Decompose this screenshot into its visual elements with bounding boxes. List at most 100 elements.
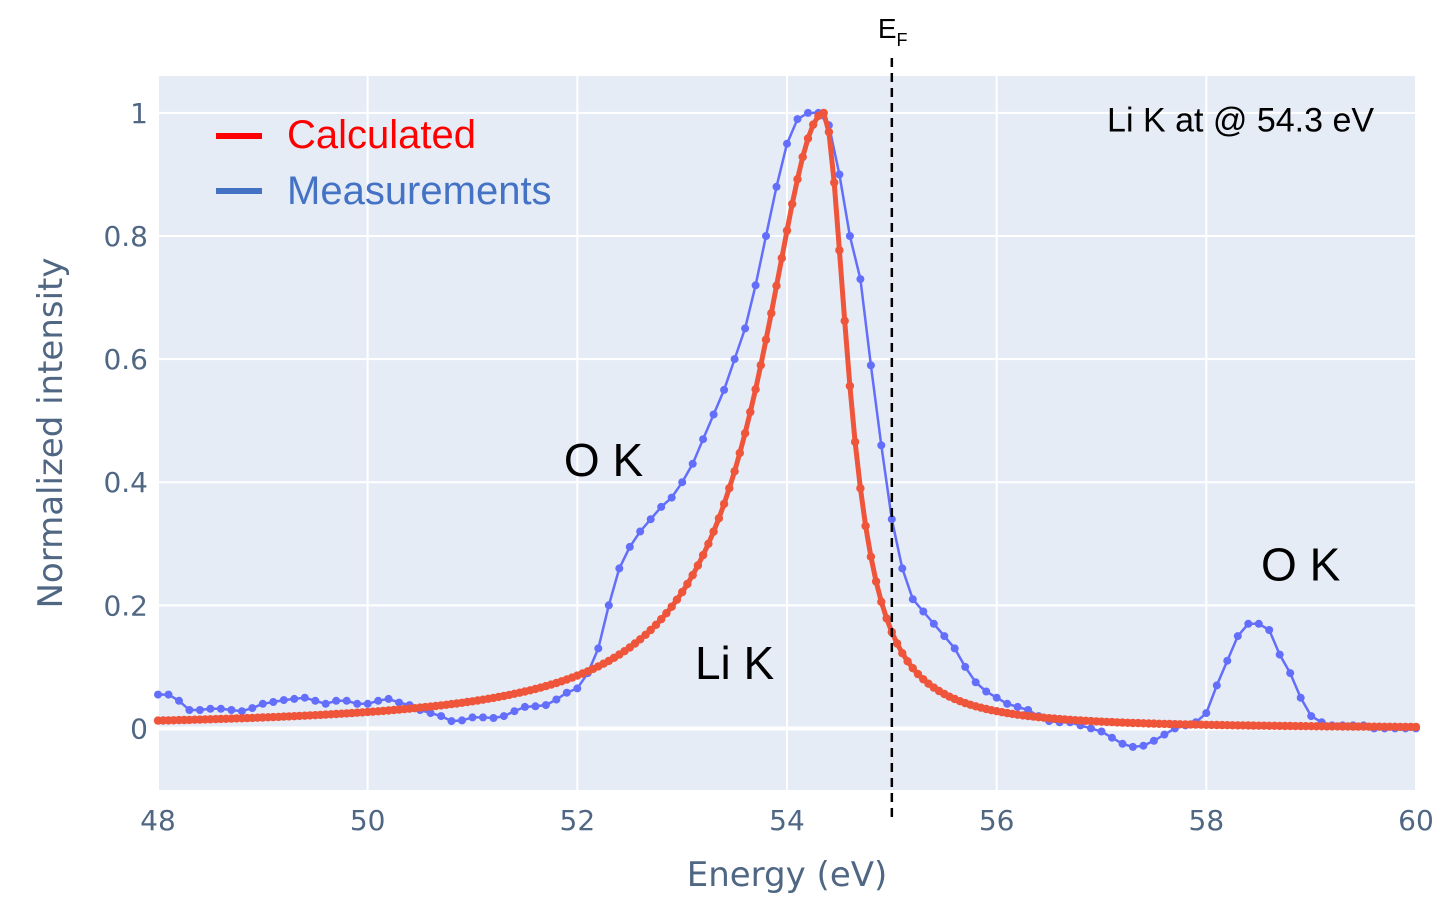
fermi-level: EF	[878, 13, 908, 820]
annotation-label: O K	[564, 434, 644, 486]
data-point	[892, 639, 902, 648]
data-point	[1139, 741, 1148, 750]
data-point	[479, 713, 487, 722]
x-tick-label: 52	[560, 804, 596, 837]
data-point	[835, 170, 844, 179]
data-point	[657, 502, 666, 511]
data-point	[1108, 733, 1116, 742]
data-point	[730, 355, 739, 364]
data-point	[520, 702, 529, 711]
x-tick-label: 50	[350, 804, 386, 837]
legend-label-calculated: Calculated	[287, 113, 476, 157]
data-point	[426, 709, 435, 718]
x-tick-labels: 48 50 52 54 56 58 60	[140, 804, 1434, 837]
y-axis-title: Normalized intensity	[31, 257, 71, 608]
data-point	[1202, 709, 1211, 718]
data-point	[1265, 626, 1274, 634]
data-point	[704, 539, 713, 548]
data-point	[468, 713, 477, 722]
data-point	[698, 550, 708, 560]
data-point	[751, 385, 760, 394]
y-tick-label: 0.8	[103, 220, 148, 253]
data-point	[1411, 722, 1421, 732]
data-point	[1087, 724, 1095, 733]
data-point	[699, 435, 708, 444]
data-point	[725, 484, 734, 493]
data-point	[788, 199, 797, 209]
data-point	[746, 407, 755, 417]
data-point	[835, 246, 844, 255]
data-point	[793, 175, 802, 184]
data-point	[740, 429, 750, 438]
data-point	[374, 696, 383, 705]
data-point	[604, 601, 613, 610]
data-point	[861, 521, 870, 531]
data-point	[845, 232, 854, 240]
data-point	[719, 499, 729, 509]
data-point	[683, 579, 692, 589]
y-tick-labels: 0 0.2 0.4 0.6 0.8 1	[103, 97, 148, 746]
data-point	[216, 704, 225, 713]
x-tick-label: 60	[1398, 804, 1434, 837]
data-point	[237, 707, 246, 716]
annotation-label: Li K at @ 54.3 eV	[1107, 101, 1374, 139]
data-point	[992, 693, 1001, 702]
data-point	[961, 662, 970, 671]
data-point	[269, 698, 278, 706]
data-point	[714, 514, 724, 523]
data-point	[154, 690, 162, 699]
data-point	[437, 712, 446, 721]
x-tick-label: 48	[140, 804, 176, 837]
data-point	[830, 178, 839, 187]
data-point	[845, 381, 855, 391]
data-point	[646, 625, 655, 635]
data-point	[458, 716, 466, 725]
data-point	[1223, 656, 1232, 665]
data-point	[971, 678, 980, 687]
data-point	[1296, 693, 1305, 702]
x-axis-title: Energy (eV)	[687, 855, 888, 895]
data-point	[300, 693, 309, 702]
y-tick-label: 0	[130, 712, 148, 745]
data-point	[662, 609, 671, 618]
data-point	[709, 410, 718, 419]
data-point	[940, 632, 949, 641]
data-point	[321, 699, 330, 708]
data-point	[248, 704, 257, 713]
data-point	[756, 361, 765, 370]
data-point	[803, 134, 813, 143]
annotation-label: Li K	[695, 637, 775, 689]
data-point	[856, 275, 865, 284]
data-point	[693, 561, 703, 570]
data-point	[783, 139, 791, 148]
x-tick-label: 56	[979, 804, 1015, 837]
data-point	[227, 706, 236, 714]
data-point	[447, 717, 456, 726]
data-point	[777, 253, 786, 263]
data-point	[688, 570, 697, 580]
annotation-label: O K	[1261, 539, 1341, 591]
data-point	[1286, 669, 1295, 678]
data-point	[741, 324, 750, 333]
data-point	[751, 281, 760, 290]
data-point	[363, 699, 372, 708]
data-point	[798, 152, 807, 162]
data-point	[982, 687, 991, 696]
data-point	[489, 714, 498, 722]
data-point	[762, 232, 770, 240]
data-point	[804, 108, 812, 117]
data-point	[913, 669, 923, 679]
data-point	[887, 515, 896, 524]
legend: Calculated Measurements	[216, 113, 552, 213]
data-point	[175, 696, 183, 705]
data-point	[1024, 706, 1033, 714]
data-point	[384, 694, 393, 703]
y-tick-label: 0.6	[103, 343, 148, 376]
data-point	[929, 619, 938, 628]
data-point	[332, 696, 341, 705]
data-point	[678, 478, 687, 487]
data-point	[866, 361, 875, 370]
data-point	[1118, 739, 1127, 748]
data-point	[646, 515, 655, 524]
